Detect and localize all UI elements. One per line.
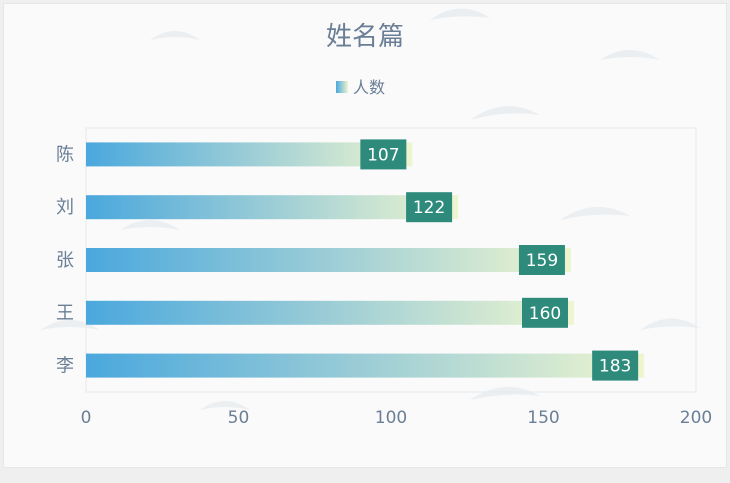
x-axis-ticks: 0 50 100 150 200 (81, 408, 713, 428)
bar-刘[interactable] (86, 195, 459, 220)
x-tick-label: 150 (527, 408, 559, 428)
bar-陈[interactable] (86, 142, 413, 167)
y-tick-label: 王 (56, 303, 74, 324)
y-tick-label: 刘 (56, 197, 74, 218)
x-tick-label: 200 (680, 408, 712, 428)
legend-swatch (336, 81, 348, 93)
bars-group: 107 122 159 160 183 (86, 139, 645, 381)
y-tick-label: 张 (56, 250, 74, 271)
data-label-bg (518, 245, 565, 275)
bar-王[interactable] (86, 300, 574, 325)
data-label: 122 (413, 198, 445, 218)
chart-title: 姓名篇 (326, 22, 404, 52)
bar-李[interactable] (86, 353, 645, 378)
y-tick-label: 陈 (56, 144, 74, 165)
data-label-bg (522, 297, 568, 328)
data-label: 159 (526, 251, 558, 271)
data-label: 107 (367, 145, 399, 165)
data-label-bg (592, 350, 639, 381)
background-bird-pattern (40, 8, 700, 410)
x-tick-label: 0 (81, 408, 92, 428)
bar-张[interactable] (86, 248, 571, 272)
chart-frame (3, 3, 727, 468)
data-label-bg (406, 192, 453, 223)
data-label-bg (360, 139, 407, 170)
data-label: 160 (529, 304, 561, 324)
x-tick-label: 100 (375, 408, 407, 428)
x-tick-label: 50 (228, 408, 250, 428)
legend-label: 人数 (353, 78, 385, 97)
data-label: 183 (599, 357, 631, 377)
y-tick-label: 李 (56, 356, 74, 377)
legend[interactable]: 人数 (336, 78, 385, 97)
